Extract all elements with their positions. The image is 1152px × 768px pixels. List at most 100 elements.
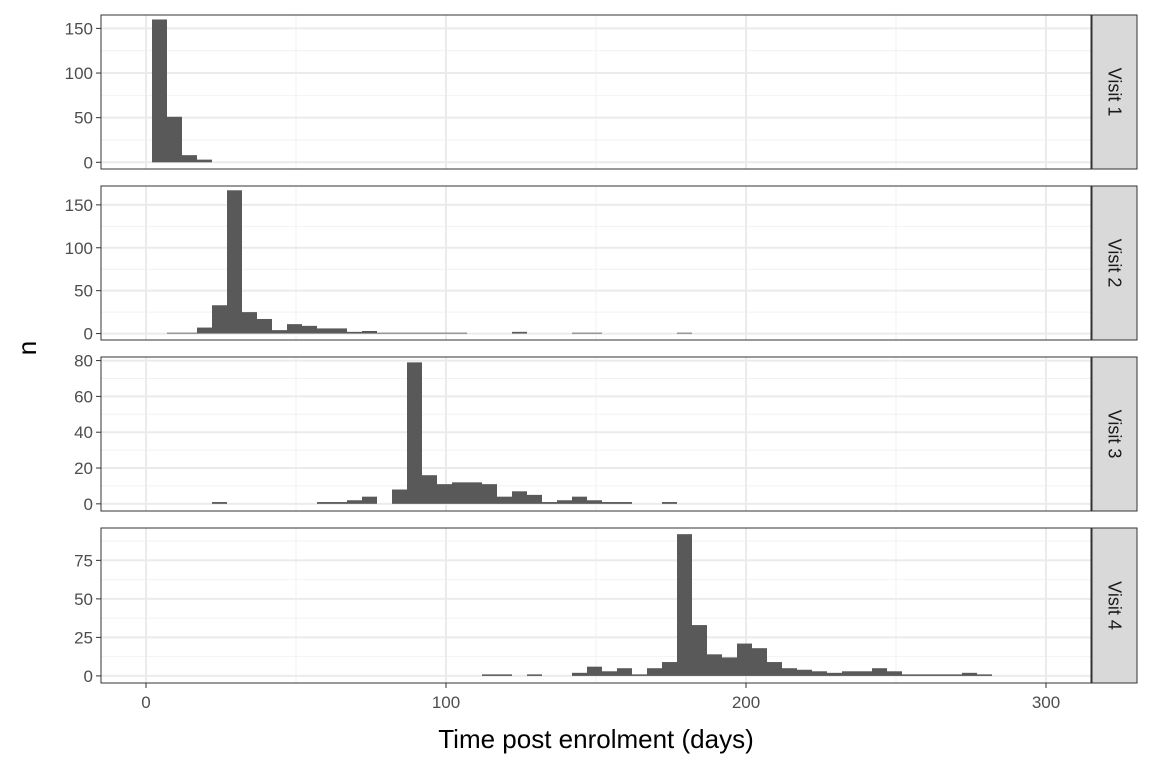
histogram-bar [872,668,887,676]
histogram-bar [212,502,227,504]
histogram-bar [437,484,452,504]
histogram-bar [602,502,617,504]
x-tick-label: 100 [432,693,460,712]
histogram-bar [512,491,527,504]
histogram-bar [692,625,707,676]
histogram-bar [407,332,422,334]
facet-strip [1091,14,1138,170]
histogram-bar [437,332,452,334]
histogram-bar [947,674,962,676]
histogram-bar [782,668,797,676]
x-tick-label: 0 [141,693,150,712]
histogram-bar [812,671,827,676]
histogram-bar [182,155,197,163]
histogram-bar [572,496,587,504]
histogram-bar [677,332,692,334]
facet-strip-label: Visit 1 [1105,68,1125,117]
histogram-bar [572,332,587,334]
histogram-bar [482,674,497,676]
histogram-bar [182,332,197,334]
y-tick-label: 150 [65,196,93,215]
histogram-bar [332,502,347,504]
histogram-bar [737,643,752,676]
y-tick-label: 50 [74,282,93,301]
y-tick-label: 150 [65,19,93,38]
histogram-bar [497,496,512,504]
histogram-bar [257,318,272,334]
histogram-bar [722,657,737,676]
histogram-bar [227,190,242,334]
panel-border [100,356,1092,512]
histogram-bar [167,332,182,334]
histogram-bar [527,674,542,676]
histogram-bar [392,489,407,504]
histogram-bar [452,332,467,334]
histogram-bar [422,332,437,334]
histogram-bar [317,328,332,334]
histogram-bar [842,671,857,676]
histogram-bar [542,502,557,504]
x-axis-title: Time post enrolment (days) [438,724,753,754]
histogram-bar [392,332,407,334]
histogram-bar [422,475,437,504]
histogram-bar [932,674,947,676]
y-tick-label: 25 [74,628,93,647]
histogram-bar [152,19,167,163]
histogram-bar [857,671,872,676]
y-tick-label: 100 [65,239,93,258]
histogram-bar [797,669,812,676]
histogram-bar [587,500,602,504]
histogram-bar [212,305,227,334]
facet-strip-label: Visit 4 [1105,581,1125,630]
histogram-bar [347,331,362,334]
y-tick-label: 0 [84,667,93,686]
y-tick-label: 75 [74,551,93,570]
histogram-bar [467,482,482,504]
panel-border [100,527,1092,684]
histogram-bar [197,327,212,334]
histogram-bar [512,331,527,334]
histogram-bar [377,332,392,334]
y-tick-label: 100 [65,64,93,83]
x-tick-label: 200 [732,693,760,712]
y-tick-label: 0 [84,495,93,514]
facet-strip [1091,356,1138,512]
histogram-bar [977,674,992,676]
histogram-bar [767,662,782,676]
facet-strip [1091,185,1138,341]
x-axis: 0 100 200 300 [141,683,1060,712]
histogram-bar [677,534,692,676]
facet-strip-label: Visit 3 [1105,410,1125,459]
histogram-bar [827,672,842,676]
histogram-bar [287,324,302,334]
facet-panel: 0 50 100 150 Visit 1 [65,14,1138,172]
y-tick-label: 50 [74,590,93,609]
panel-border [100,14,1092,170]
y-tick-label: 0 [84,325,93,344]
histogram-bar [362,496,377,504]
histogram-bar [482,484,497,504]
histogram-bar [527,494,542,504]
y-tick-label: 80 [74,352,93,371]
histogram-bar [632,674,647,676]
y-tick-label: 0 [84,153,93,172]
y-tick-label: 40 [74,423,93,442]
facet-panel: 0 20 40 60 80 Visit 3 [74,352,1138,514]
histogram-bar [452,482,467,504]
histogram-bar [587,332,602,334]
histogram-bar [242,312,257,334]
histogram-bar [917,674,932,676]
histogram-bar [272,330,287,334]
histogram-bar [317,502,332,504]
histogram-bar [167,116,182,163]
histogram-bar [497,674,512,676]
histogram-bar [662,502,677,504]
histogram-bar [662,662,677,676]
histogram-bar [617,668,632,676]
histogram-bar [887,671,902,676]
y-tick-label: 50 [74,109,93,128]
histogram-bar [617,502,632,504]
facet-panel: 0 50 100 150 Visit 2 [65,185,1138,344]
histogram-bar [587,666,602,676]
